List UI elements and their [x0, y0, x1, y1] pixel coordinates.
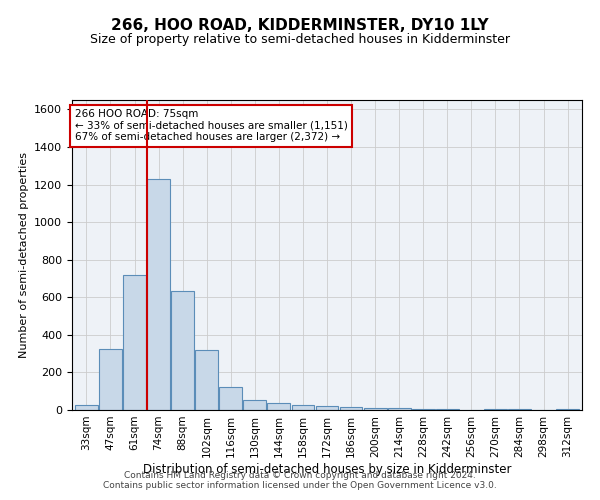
- Text: Size of property relative to semi-detached houses in Kidderminster: Size of property relative to semi-detach…: [90, 32, 510, 46]
- Bar: [268, 404, 290, 410]
- Bar: [508, 409, 531, 410]
- Bar: [244, 400, 266, 410]
- Bar: [195, 350, 218, 410]
- Bar: [340, 407, 362, 410]
- Bar: [388, 408, 410, 410]
- X-axis label: Distribution of semi-detached houses by size in Kidderminster: Distribution of semi-detached houses by …: [143, 462, 511, 475]
- Bar: [484, 409, 507, 410]
- Bar: [99, 349, 122, 410]
- Text: Contains HM Land Registry data © Crown copyright and database right 2024.
Contai: Contains HM Land Registry data © Crown c…: [103, 470, 497, 490]
- Bar: [436, 409, 459, 410]
- Bar: [412, 409, 434, 410]
- Bar: [220, 388, 242, 410]
- Bar: [292, 406, 314, 410]
- Text: 266 HOO ROAD: 75sqm
← 33% of semi-detached houses are smaller (1,151)
67% of sem: 266 HOO ROAD: 75sqm ← 33% of semi-detach…: [74, 110, 347, 142]
- Y-axis label: Number of semi-detached properties: Number of semi-detached properties: [19, 152, 29, 358]
- Bar: [171, 290, 194, 410]
- Bar: [556, 409, 579, 410]
- Bar: [316, 406, 338, 410]
- Bar: [364, 408, 386, 410]
- Text: 266, HOO ROAD, KIDDERMINSTER, DY10 1LY: 266, HOO ROAD, KIDDERMINSTER, DY10 1LY: [111, 18, 489, 32]
- Bar: [147, 179, 170, 410]
- Bar: [123, 274, 146, 410]
- Bar: [75, 406, 98, 410]
